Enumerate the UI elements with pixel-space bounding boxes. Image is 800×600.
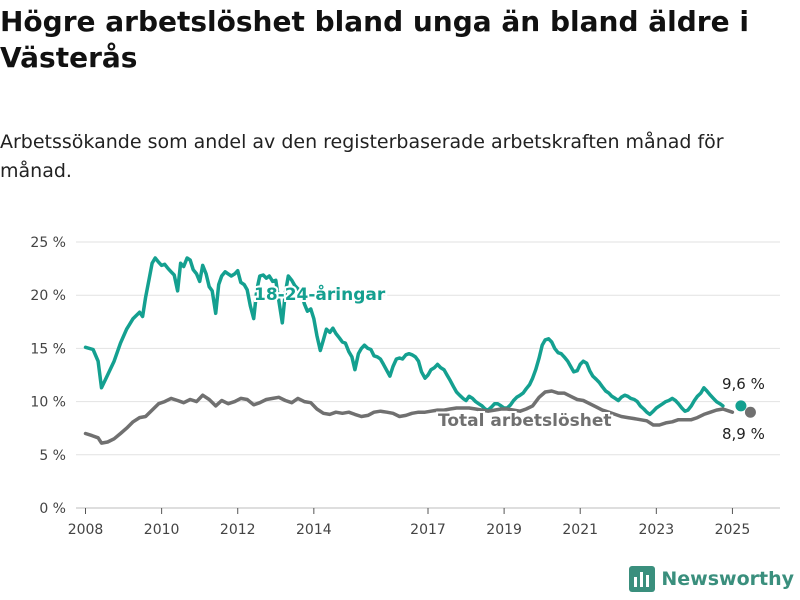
series-line-youth [83, 256, 725, 417]
x-tick-label: 2025 [715, 522, 751, 538]
brand-name: Newsworthy [661, 568, 794, 590]
x-tick-label: 2017 [410, 522, 446, 538]
y-tick-label: 0 % [39, 501, 66, 517]
x-tick-label: 2014 [296, 522, 332, 538]
y-tick-label: 5 % [39, 448, 66, 464]
y-tick-label: 25 % [30, 235, 66, 251]
chart-subtitle: Arbetssökande som andel av den registerb… [0, 131, 724, 182]
end-value-label-youth: 9,6 % [722, 375, 765, 393]
axis-layer: 0 % 5 % 10 % 15 % 20 % 25 % 2008 2010 2012 2014 20… [30, 235, 750, 538]
brand-footer: Newsworthy [629, 564, 794, 594]
line-chart: 0 % 5 % 10 % 15 % 20 % 25 % 2008 2010 2012 2014 20… [30, 235, 780, 538]
y-tick-label: 20 % [30, 288, 66, 304]
newsworthy-logo-icon [629, 566, 656, 592]
y-tick-label: 15 % [30, 341, 66, 357]
x-tick-label: 2021 [562, 522, 598, 538]
y-tick-label: 10 % [30, 395, 66, 411]
x-tick-label: 2012 [220, 522, 256, 538]
x-tick-label: 2023 [639, 522, 675, 538]
chart-title: Högre arbetslöshet bland unga än bland ä… [0, 5, 749, 74]
end-value-label-total: 8,9 % [722, 425, 765, 443]
series-end-marker-total [744, 406, 756, 418]
series-label-youth: 18-24-åringar [254, 283, 386, 305]
x-tick-label: 2008 [68, 522, 104, 538]
series-layer [83, 256, 756, 445]
x-tick-label: 2010 [144, 522, 180, 538]
series-line-total [83, 389, 735, 445]
series-end-marker-youth [735, 400, 747, 412]
label-layer: 18-24-åringar Total arbetslöshet 9,6 % 8,9 … [252, 281, 765, 443]
series-label-total: Total arbetslöshet [438, 411, 612, 431]
x-tick-label: 2019 [486, 522, 522, 538]
